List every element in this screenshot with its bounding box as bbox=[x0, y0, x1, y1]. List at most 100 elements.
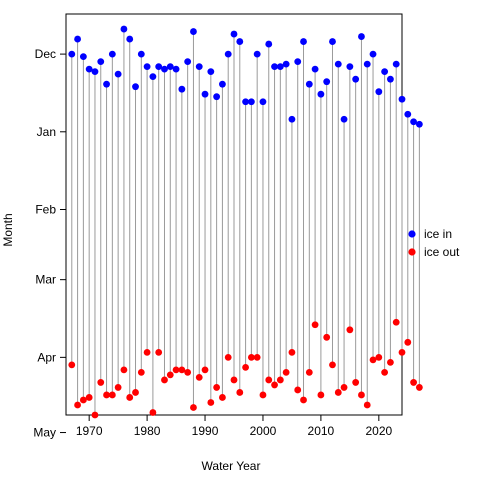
ice-in-point bbox=[317, 90, 325, 98]
ice-in-point bbox=[398, 95, 406, 103]
ice-out-point bbox=[323, 333, 331, 341]
ice-out-point bbox=[358, 391, 365, 399]
ice-in-point bbox=[247, 98, 255, 106]
ice-out-point bbox=[276, 376, 284, 384]
legend-marker bbox=[408, 248, 416, 256]
x-tick-label: 1990 bbox=[192, 424, 219, 438]
ice-out-point bbox=[404, 338, 412, 346]
ice-in-point bbox=[369, 50, 377, 58]
ice-in-point bbox=[346, 63, 354, 71]
ice-in-point bbox=[276, 63, 284, 71]
ice-in-point bbox=[392, 60, 400, 68]
ice-out-point bbox=[201, 366, 209, 374]
ice-out-point bbox=[259, 391, 267, 399]
ice-out-point bbox=[346, 326, 354, 334]
ice-out-point bbox=[161, 376, 168, 384]
x-tick-label: 2000 bbox=[250, 424, 277, 438]
ice-in-point bbox=[149, 73, 157, 81]
ice-out-point bbox=[126, 394, 134, 401]
ice-out-point bbox=[265, 376, 273, 384]
ice-out-point bbox=[282, 368, 290, 376]
ice-out-point bbox=[155, 348, 163, 356]
ice-in-point bbox=[68, 50, 76, 58]
ice-out-point bbox=[392, 318, 400, 326]
ice-in-point bbox=[207, 68, 215, 76]
ice-in-point bbox=[155, 63, 163, 71]
ice-out-point bbox=[85, 394, 93, 401]
ice-out-point bbox=[172, 366, 180, 374]
ice-in-point bbox=[224, 50, 232, 58]
ice-in-point bbox=[265, 40, 273, 48]
ice-out-point bbox=[352, 379, 360, 386]
ice-out-point bbox=[387, 358, 394, 366]
ice-out-point bbox=[149, 409, 157, 416]
ice-out-point bbox=[213, 384, 221, 391]
ice-out-point bbox=[143, 348, 151, 356]
x-tick-label: 2010 bbox=[308, 424, 335, 438]
ice-out-point bbox=[68, 361, 76, 369]
ice-in-point bbox=[352, 75, 360, 83]
y-tick-label: Mar bbox=[35, 273, 56, 287]
ice-in-point bbox=[253, 50, 261, 58]
ice-out-point bbox=[224, 353, 232, 361]
ice-out-point bbox=[271, 381, 278, 389]
ice-out-point bbox=[195, 374, 203, 381]
ice-out-point bbox=[242, 363, 249, 371]
ice-in-point bbox=[387, 75, 394, 83]
ice-out-point bbox=[334, 389, 342, 396]
ice-out-point bbox=[236, 389, 244, 396]
ice-in-point bbox=[363, 60, 371, 68]
ice-out-point bbox=[363, 401, 371, 409]
ice-out-point bbox=[108, 391, 116, 399]
ice-out-point bbox=[91, 411, 99, 419]
ice-out-point bbox=[415, 384, 423, 391]
ice-out-point bbox=[219, 394, 226, 401]
ice-out-point bbox=[253, 353, 261, 361]
ice-out-point bbox=[120, 366, 128, 374]
ice-out-point bbox=[178, 366, 186, 374]
y-tick-label: Dec bbox=[35, 47, 56, 61]
ice-out-point bbox=[288, 348, 296, 356]
ice-in-point bbox=[184, 58, 192, 66]
ice-in-point bbox=[126, 35, 134, 43]
ice-out-point bbox=[317, 391, 325, 399]
legend-label: ice in bbox=[424, 227, 452, 241]
x-tick-label: 1970 bbox=[76, 424, 103, 438]
ice-out-point bbox=[381, 368, 389, 376]
ice-in-point bbox=[340, 115, 348, 123]
ice-in-point bbox=[74, 35, 81, 43]
ice-in-point bbox=[114, 70, 122, 78]
ice-out-point bbox=[305, 368, 313, 376]
ice-out-point bbox=[375, 353, 383, 361]
ice-out-point bbox=[311, 321, 319, 329]
ice-out-point bbox=[369, 356, 377, 364]
ice-out-point bbox=[74, 401, 81, 409]
ice-in-point bbox=[334, 60, 342, 68]
ice-in-point bbox=[201, 90, 209, 98]
ice-in-point bbox=[259, 98, 267, 106]
legend-label: ice out bbox=[424, 245, 460, 259]
y-tick-label: May bbox=[33, 426, 56, 440]
ice-in-point bbox=[282, 60, 290, 68]
ice-in-point bbox=[358, 33, 365, 40]
ice-in-point bbox=[172, 65, 180, 73]
ice-in-point bbox=[132, 83, 139, 91]
y-tick-label: Jan bbox=[37, 125, 56, 139]
ice-out-point bbox=[166, 371, 174, 379]
ice-out-point bbox=[103, 391, 110, 399]
ice-in-point bbox=[242, 98, 249, 106]
ice-in-point bbox=[271, 63, 278, 71]
ice-out-point bbox=[97, 379, 105, 386]
ice-in-point bbox=[195, 63, 203, 71]
y-tick-label: Apr bbox=[37, 350, 56, 364]
ice-out-point bbox=[398, 348, 406, 356]
ice-out-point bbox=[300, 396, 307, 404]
ice-in-point bbox=[410, 118, 417, 126]
ice-in-point bbox=[300, 38, 307, 45]
ice-in-point bbox=[329, 38, 336, 45]
ice-in-point bbox=[161, 65, 168, 73]
ice-out-point bbox=[340, 384, 348, 391]
ice-in-point bbox=[103, 80, 110, 88]
ice-in-point bbox=[178, 85, 186, 93]
